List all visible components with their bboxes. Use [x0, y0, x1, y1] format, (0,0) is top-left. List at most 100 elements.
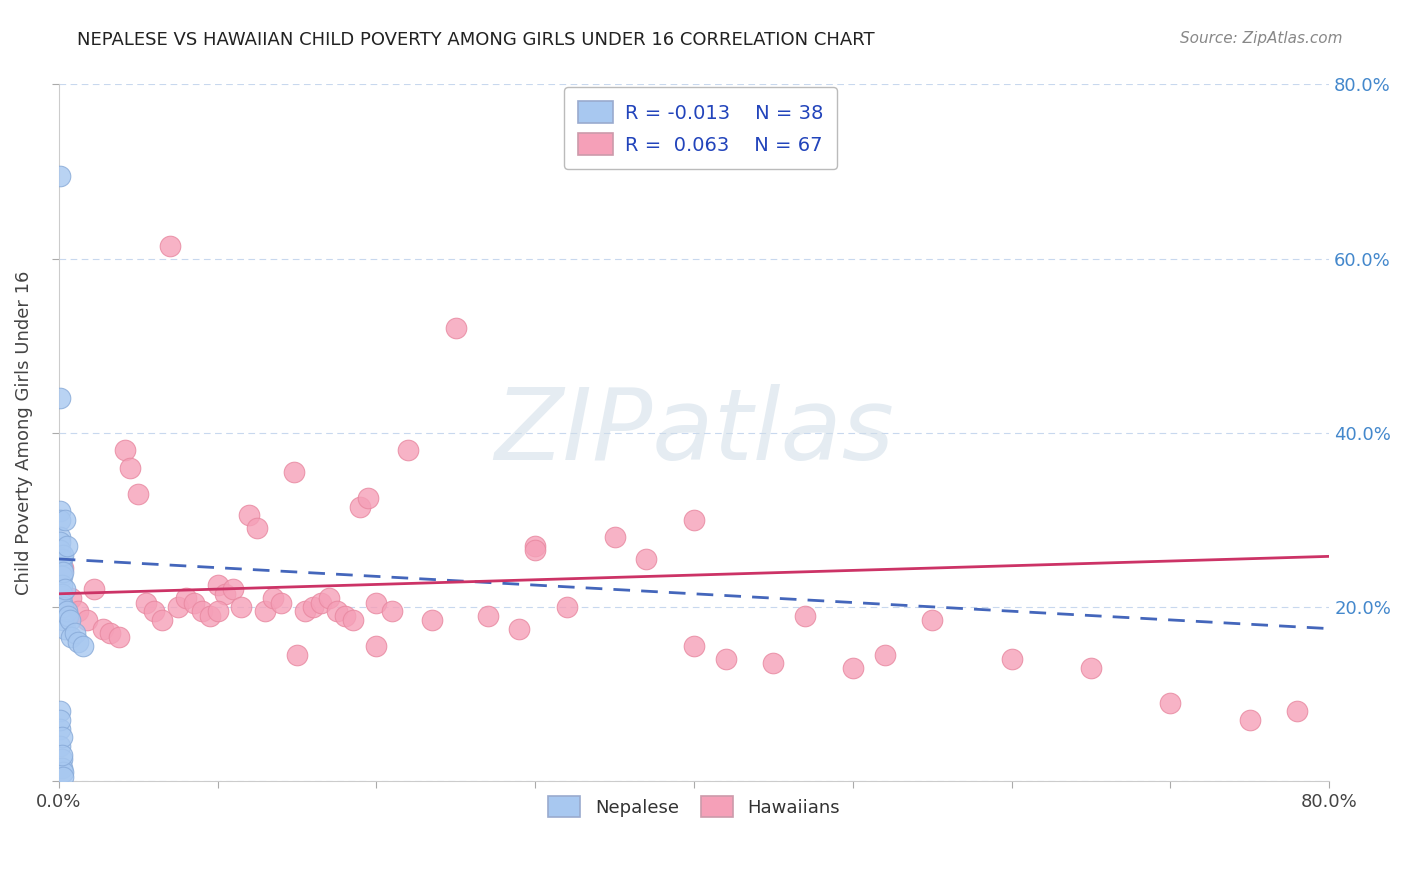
Point: [150, 613, 173, 627]
Point: [183, 595, 205, 609]
Point: [49, 543, 72, 558]
Point: [51, 578, 73, 592]
Point: [53, 582, 76, 597]
Point: [349, 500, 371, 514]
Point: [333, 608, 356, 623]
Point: [51, 595, 73, 609]
Point: [66, 634, 89, 648]
Point: [603, 530, 626, 544]
Point: [114, 443, 136, 458]
Point: [1159, 696, 1181, 710]
Point: [83, 582, 105, 597]
Point: [49, 513, 72, 527]
Point: [246, 521, 269, 535]
Point: [477, 608, 499, 623]
Point: [254, 604, 277, 618]
Point: [55, 539, 77, 553]
Point: [381, 604, 404, 618]
Point: [58, 608, 80, 623]
Text: ZIPatlas: ZIPatlas: [494, 384, 894, 481]
Point: [1239, 713, 1261, 727]
Point: [49, 169, 72, 183]
Point: [51, 752, 73, 766]
Point: [66, 604, 89, 618]
Point: [214, 587, 236, 601]
Point: [270, 595, 292, 609]
Point: [207, 578, 229, 592]
Point: [294, 604, 316, 618]
Point: [72, 639, 94, 653]
Point: [108, 630, 131, 644]
Point: [159, 238, 181, 252]
Point: [921, 613, 943, 627]
Point: [342, 613, 364, 627]
Point: [51, 587, 73, 601]
Point: [524, 543, 547, 558]
Point: [49, 739, 72, 754]
Point: [60, 630, 83, 644]
Point: [842, 661, 865, 675]
Point: [683, 639, 706, 653]
Point: [301, 599, 323, 614]
Point: [49, 530, 72, 544]
Point: [762, 657, 785, 671]
Point: [231, 599, 253, 614]
Point: [91, 622, 114, 636]
Point: [135, 595, 157, 609]
Point: [143, 604, 166, 618]
Point: [222, 582, 245, 597]
Point: [325, 604, 347, 618]
Point: [49, 713, 72, 727]
Point: [238, 508, 260, 523]
Point: [873, 648, 896, 662]
Point: [366, 595, 388, 609]
Point: [120, 460, 142, 475]
Point: [51, 747, 73, 762]
Point: [555, 599, 578, 614]
Point: [49, 704, 72, 718]
Point: [1001, 652, 1024, 666]
Legend: Nepalese, Hawaiians: Nepalese, Hawaiians: [541, 789, 848, 824]
Point: [49, 534, 72, 549]
Point: [198, 608, 221, 623]
Point: [51, 552, 73, 566]
Point: [714, 652, 737, 666]
Point: [444, 321, 467, 335]
Point: [420, 613, 443, 627]
Point: [262, 591, 284, 606]
Point: [52, 770, 75, 784]
Point: [524, 539, 547, 553]
Point: [60, 591, 83, 606]
Point: [283, 465, 305, 479]
Point: [636, 552, 658, 566]
Point: [396, 443, 419, 458]
Point: [76, 613, 98, 627]
Point: [49, 722, 72, 736]
Point: [51, 569, 73, 583]
Point: [794, 608, 817, 623]
Point: [59, 613, 82, 627]
Point: [51, 761, 73, 775]
Point: [52, 560, 75, 574]
Point: [1080, 661, 1102, 675]
Text: Source: ZipAtlas.com: Source: ZipAtlas.com: [1180, 31, 1343, 46]
Point: [63, 626, 86, 640]
Point: [127, 486, 149, 500]
Point: [52, 565, 75, 579]
Point: [190, 604, 212, 618]
Point: [366, 639, 388, 653]
Point: [1286, 704, 1309, 718]
Point: [309, 595, 332, 609]
Point: [49, 504, 72, 518]
Point: [207, 604, 229, 618]
Point: [52, 548, 75, 562]
Point: [53, 622, 76, 636]
Text: NEPALESE VS HAWAIIAN CHILD POVERTY AMONG GIRLS UNDER 16 CORRELATION CHART: NEPALESE VS HAWAIIAN CHILD POVERTY AMONG…: [77, 31, 875, 49]
Point: [357, 491, 380, 505]
Point: [52, 765, 75, 780]
Point: [98, 626, 121, 640]
Point: [683, 513, 706, 527]
Point: [52, 613, 75, 627]
Point: [52, 599, 75, 614]
Point: [51, 560, 73, 574]
